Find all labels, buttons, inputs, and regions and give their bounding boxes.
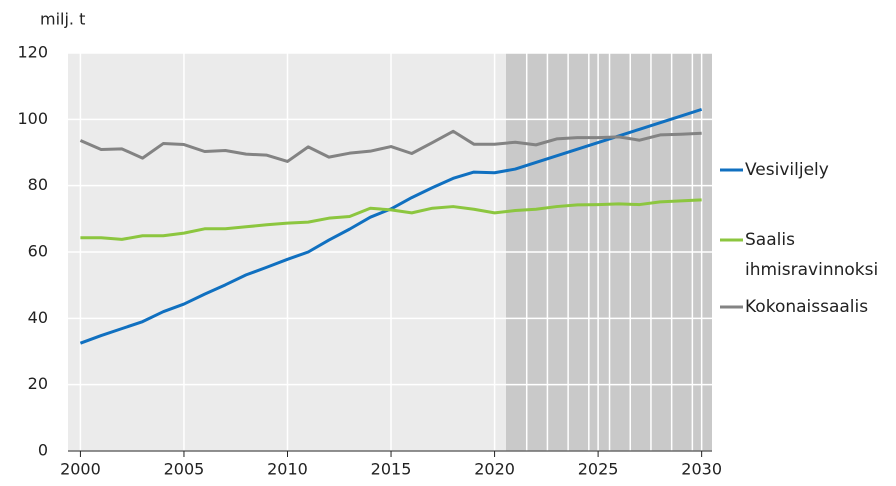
legend-label: Kokonaissaalis [745,297,869,317]
y-tick-label: 60 [28,242,48,261]
legend-label: Saalis ihmisravinnoksi [745,230,879,280]
y-axis-label: milj. t [40,10,85,29]
y-tick-label: 120 [17,43,48,62]
y-tick-label: 100 [17,109,48,128]
y-tick-label: 0 [38,441,48,460]
x-tick-label: 2015 [371,460,412,479]
y-tick-label: 40 [28,308,48,327]
legend-label: Vesiviljely [745,160,829,180]
y-tick-label: 20 [28,374,48,393]
x-tick-label: 2010 [267,460,308,479]
x-tick-label: 2020 [474,460,515,479]
x-tick-label: 2025 [578,460,619,479]
series-line [79,129,702,163]
x-tick-label: 2000 [60,460,101,479]
y-tick-label: 80 [28,175,48,194]
x-tick-label: 2005 [164,460,205,479]
x-tick-label: 2030 [681,460,722,479]
series-line [80,198,702,241]
